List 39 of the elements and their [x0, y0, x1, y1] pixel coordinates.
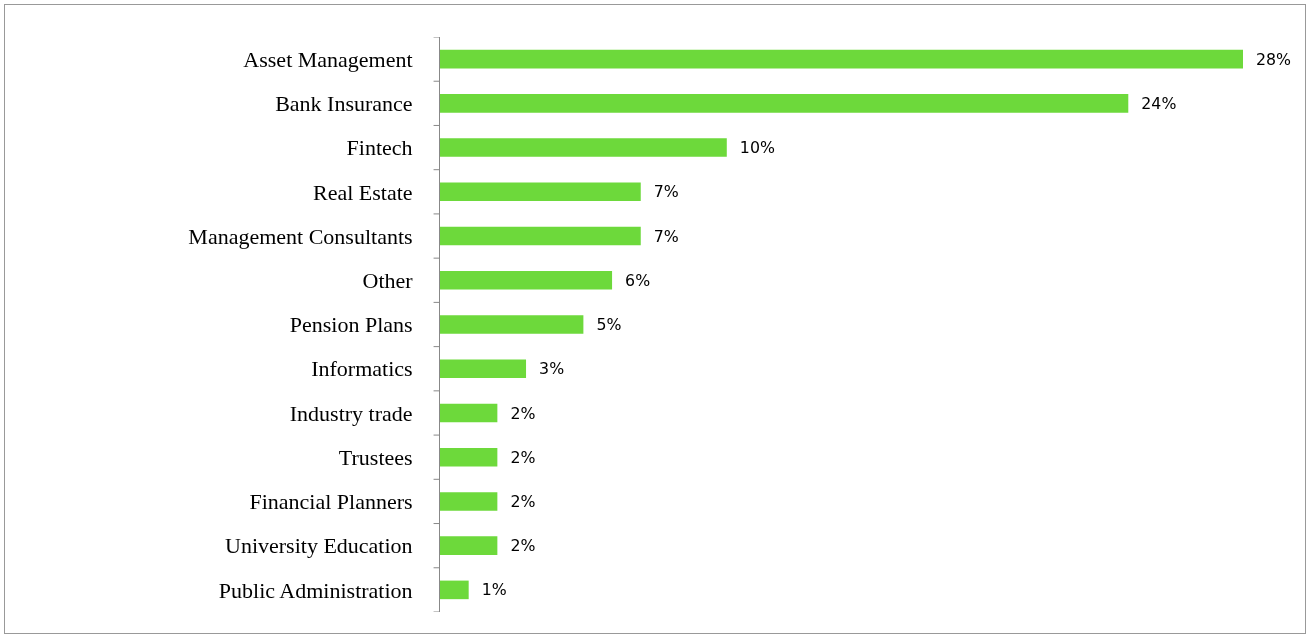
bar: [440, 492, 498, 511]
bar: [440, 447, 498, 467]
data-label: 7%: [643, 226, 679, 246]
bar: [440, 49, 1243, 69]
data-label: 2%: [500, 403, 536, 423]
y-tick-label: Pension Plans: [289, 312, 413, 338]
y-tick-label: Trustees: [338, 444, 413, 470]
data-label: 10%: [729, 138, 775, 158]
data-label: 2%: [500, 491, 536, 511]
y-tick-label: Bank Insurance: [275, 91, 413, 117]
data-label: 2%: [500, 447, 536, 467]
bar: [440, 580, 469, 600]
y-tick-label: Asset Management: [243, 46, 413, 72]
bar: [440, 270, 613, 290]
bar: [440, 182, 641, 202]
bar: [440, 359, 527, 379]
y-tick-label: Real Estate: [313, 179, 413, 205]
bar: [440, 315, 584, 334]
bar: [440, 138, 727, 157]
data-label: 1%: [471, 580, 507, 600]
y-tick-label: Informatics: [311, 356, 413, 382]
data-label: 2%: [500, 536, 536, 556]
y-tick-label: Financial Planners: [249, 489, 413, 515]
data-label: 28%: [1246, 49, 1292, 69]
data-label: 5%: [586, 315, 622, 335]
data-label: 7%: [643, 182, 679, 202]
bar: [440, 226, 641, 246]
data-label: 24%: [1131, 93, 1177, 113]
y-tick-label: Fintech: [346, 135, 413, 161]
bar: [440, 94, 1129, 113]
data-label: 6%: [615, 270, 651, 290]
y-tick-label: Public Administration: [218, 577, 413, 603]
y-tick-label: University Education: [225, 533, 413, 559]
data-label: 3%: [529, 359, 565, 379]
y-tick-label: Management Consultants: [188, 223, 413, 249]
y-tick-label: Industry trade: [289, 400, 413, 426]
bar: [440, 536, 498, 555]
bar: [440, 403, 498, 423]
y-tick-label: Other: [362, 267, 414, 293]
